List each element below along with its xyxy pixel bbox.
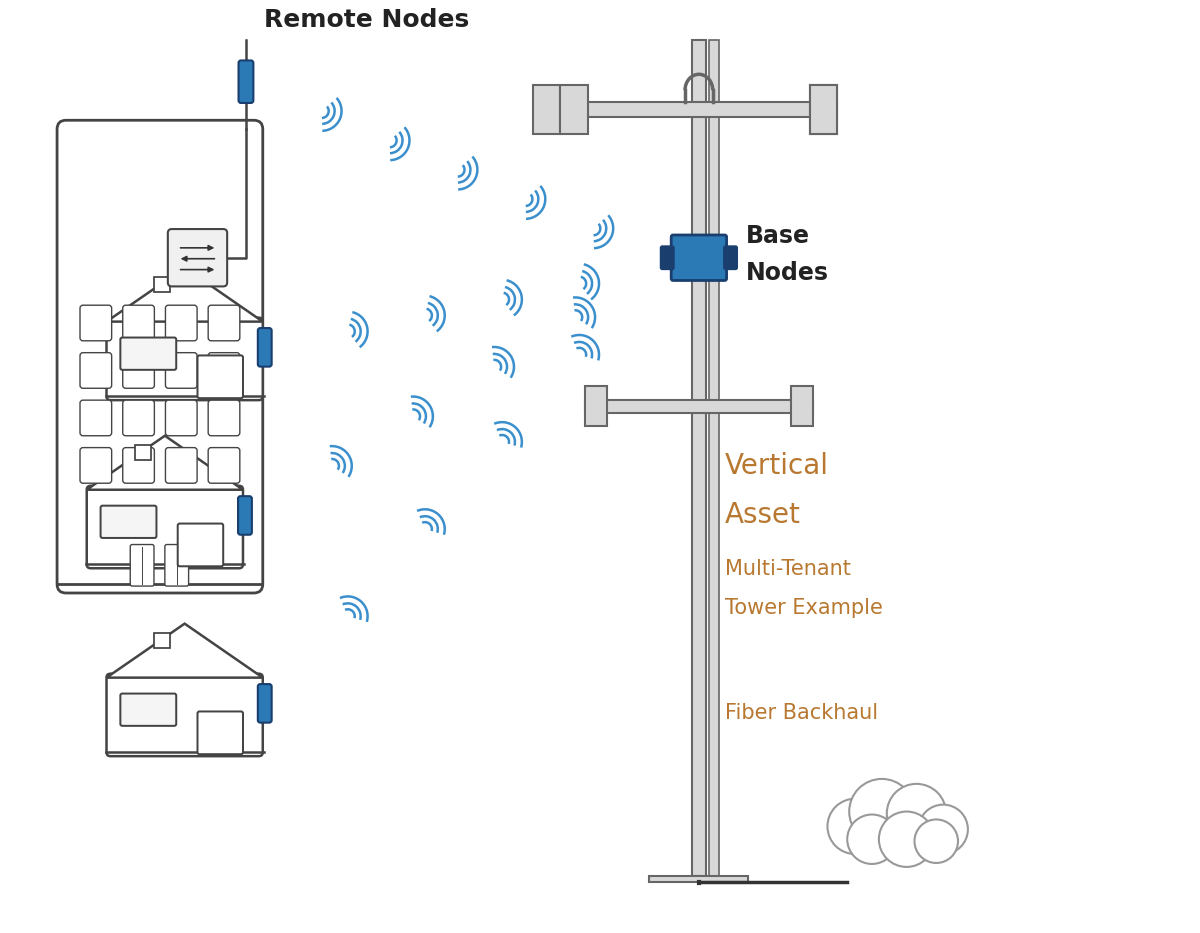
FancyBboxPatch shape bbox=[80, 448, 112, 483]
FancyBboxPatch shape bbox=[168, 230, 227, 286]
FancyBboxPatch shape bbox=[671, 235, 726, 281]
FancyBboxPatch shape bbox=[586, 386, 607, 425]
Text: Nodes: Nodes bbox=[746, 261, 829, 285]
Polygon shape bbox=[155, 277, 170, 292]
FancyBboxPatch shape bbox=[208, 448, 240, 483]
FancyBboxPatch shape bbox=[586, 399, 812, 412]
FancyBboxPatch shape bbox=[649, 876, 749, 882]
FancyBboxPatch shape bbox=[107, 317, 263, 400]
FancyBboxPatch shape bbox=[208, 305, 240, 341]
Circle shape bbox=[828, 799, 883, 854]
FancyBboxPatch shape bbox=[178, 523, 223, 566]
FancyBboxPatch shape bbox=[238, 496, 252, 535]
FancyBboxPatch shape bbox=[164, 545, 188, 586]
FancyBboxPatch shape bbox=[560, 85, 588, 134]
Text: Tower Example: Tower Example bbox=[725, 598, 882, 618]
Circle shape bbox=[847, 815, 896, 864]
FancyBboxPatch shape bbox=[198, 712, 242, 754]
Text: Vertical: Vertical bbox=[725, 453, 829, 480]
FancyBboxPatch shape bbox=[661, 246, 673, 269]
Polygon shape bbox=[107, 268, 263, 322]
Text: Base: Base bbox=[746, 224, 810, 248]
FancyBboxPatch shape bbox=[692, 40, 706, 876]
FancyBboxPatch shape bbox=[724, 246, 737, 269]
FancyBboxPatch shape bbox=[166, 400, 197, 436]
FancyBboxPatch shape bbox=[166, 305, 197, 341]
FancyBboxPatch shape bbox=[258, 684, 271, 723]
Text: Asset: Asset bbox=[725, 501, 800, 529]
FancyBboxPatch shape bbox=[80, 353, 112, 388]
Circle shape bbox=[918, 804, 968, 854]
Circle shape bbox=[887, 784, 946, 843]
Text: Remote Nodes: Remote Nodes bbox=[264, 8, 469, 33]
FancyBboxPatch shape bbox=[131, 545, 154, 586]
FancyBboxPatch shape bbox=[86, 486, 242, 568]
FancyBboxPatch shape bbox=[709, 40, 719, 876]
Polygon shape bbox=[107, 623, 263, 677]
Polygon shape bbox=[86, 436, 242, 490]
FancyBboxPatch shape bbox=[122, 353, 155, 388]
FancyBboxPatch shape bbox=[166, 353, 197, 388]
FancyBboxPatch shape bbox=[122, 305, 155, 341]
Text: Fiber Backhaul: Fiber Backhaul bbox=[725, 703, 877, 722]
FancyBboxPatch shape bbox=[80, 305, 112, 341]
FancyBboxPatch shape bbox=[791, 386, 812, 425]
FancyBboxPatch shape bbox=[208, 353, 240, 388]
FancyBboxPatch shape bbox=[120, 338, 176, 369]
FancyBboxPatch shape bbox=[166, 448, 197, 483]
FancyBboxPatch shape bbox=[208, 400, 240, 436]
Polygon shape bbox=[134, 445, 150, 460]
FancyBboxPatch shape bbox=[122, 400, 155, 436]
FancyBboxPatch shape bbox=[533, 85, 560, 134]
FancyBboxPatch shape bbox=[58, 120, 263, 593]
Text: Multi-Tenant: Multi-Tenant bbox=[725, 559, 851, 579]
FancyBboxPatch shape bbox=[120, 693, 176, 726]
FancyBboxPatch shape bbox=[810, 85, 838, 134]
Polygon shape bbox=[155, 634, 170, 648]
FancyBboxPatch shape bbox=[122, 448, 155, 483]
FancyBboxPatch shape bbox=[258, 328, 271, 367]
FancyBboxPatch shape bbox=[107, 674, 263, 756]
FancyBboxPatch shape bbox=[101, 506, 156, 538]
FancyBboxPatch shape bbox=[239, 61, 253, 103]
FancyBboxPatch shape bbox=[80, 400, 112, 436]
Circle shape bbox=[914, 819, 958, 863]
FancyBboxPatch shape bbox=[560, 102, 838, 117]
Circle shape bbox=[878, 812, 935, 867]
Circle shape bbox=[850, 779, 914, 844]
FancyBboxPatch shape bbox=[810, 85, 838, 134]
FancyBboxPatch shape bbox=[198, 355, 242, 398]
